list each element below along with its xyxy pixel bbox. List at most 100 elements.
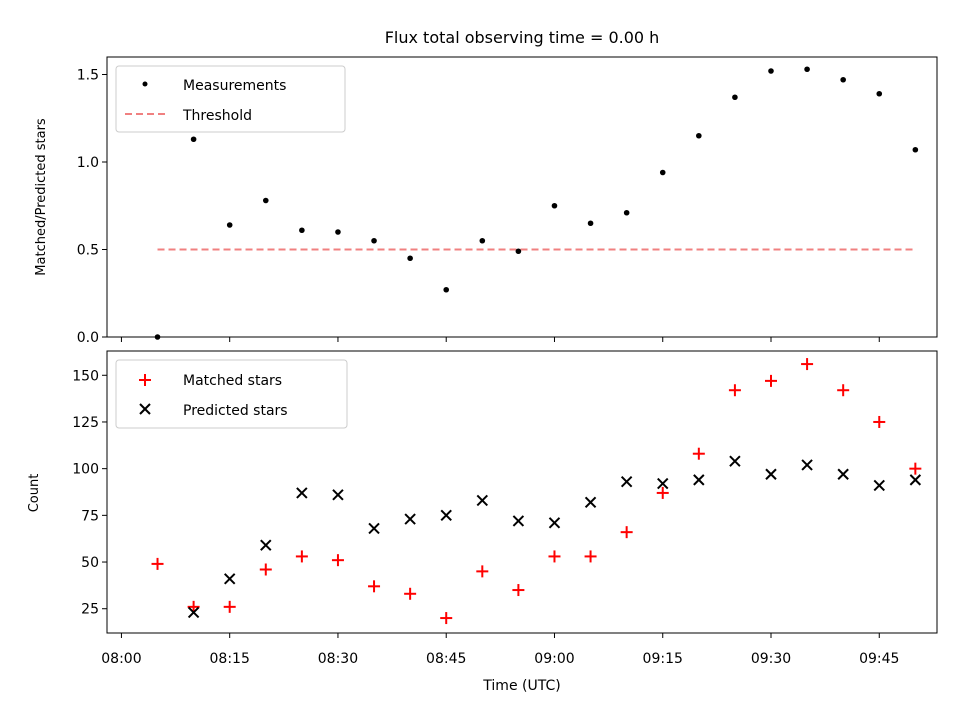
x-tick-label: 09:15 xyxy=(643,651,683,667)
bottom-axes-frame xyxy=(106,350,938,634)
measurement-point xyxy=(479,237,486,244)
matched-star-point xyxy=(187,600,200,613)
matched-star-point xyxy=(259,563,272,576)
predicted-star-point xyxy=(548,517,561,529)
predicted-star-point xyxy=(187,606,200,619)
x-tick-label: 09:45 xyxy=(859,651,899,667)
predicted-star-point xyxy=(296,487,308,499)
top-y-tick-label: 1.0 xyxy=(77,155,99,171)
bottom-y-axis-label: Count xyxy=(27,474,42,513)
measurement-point xyxy=(226,222,233,228)
matched-star-point xyxy=(620,526,633,539)
predicted-star-point xyxy=(584,496,597,508)
measurement-point xyxy=(623,209,630,216)
predicted-star-point xyxy=(657,477,669,490)
bottom-y-tick-label: 50 xyxy=(81,555,99,571)
measurement-point xyxy=(407,255,413,262)
x-tick-label: 08:30 xyxy=(318,651,358,667)
measurement-point xyxy=(262,197,269,204)
predicted-star-point xyxy=(368,522,380,535)
predicted-star-point xyxy=(620,476,633,488)
matched-star-point xyxy=(728,384,741,397)
top-panel: Flux total observing time = 0.00 h Match… xyxy=(34,28,938,346)
legend-dot-icon xyxy=(142,81,148,87)
x-axis-label: Time (UTC) xyxy=(482,678,560,694)
top-y-axis-label: Matched/Predicted stars xyxy=(34,118,49,276)
top-legend-box xyxy=(115,65,346,133)
predicted-star-point xyxy=(332,489,344,501)
bottom-y-tick-label: 25 xyxy=(81,602,99,618)
matched-star-point xyxy=(873,415,886,428)
matched-star-point xyxy=(837,384,850,397)
top-axis-ticks: 0.0 0.5 1.0 1.5 xyxy=(77,68,880,346)
top-axes-frame xyxy=(106,56,938,338)
predicted-star-point xyxy=(223,573,236,585)
top-y-tick-label: 1.5 xyxy=(77,68,99,84)
predicted-star-point xyxy=(260,539,272,551)
matched-star-point xyxy=(223,600,236,613)
top-plot-marks xyxy=(154,66,919,340)
matched-star-point xyxy=(548,550,561,563)
matched-star-point xyxy=(440,612,453,625)
measurement-point xyxy=(551,202,558,209)
top-legend: Measurements Threshold xyxy=(115,65,346,133)
matched-star-point xyxy=(801,358,814,371)
bottom-panel: Count Time (UTC) 25 50 75 100 125 150 08:00 08:… xyxy=(27,350,938,694)
legend-x-icon xyxy=(139,403,151,415)
bottom-y-tick-label: 125 xyxy=(72,415,99,431)
predicted-star-point xyxy=(693,474,705,486)
matched-star-point xyxy=(151,557,164,570)
measurement-point xyxy=(804,66,810,73)
measurement-point xyxy=(335,229,341,235)
predicted-star-point xyxy=(729,455,741,467)
measurement-point xyxy=(587,220,594,227)
predicted-star-point xyxy=(765,468,777,480)
x-tick-label: 09:30 xyxy=(751,651,791,667)
legend-plus-icon xyxy=(139,374,151,386)
predicted-star-point xyxy=(909,474,922,486)
bottom-axis-ticks: 25 50 75 100 125 150 08:00 08:15 08:30 08:45 09:00… xyxy=(72,368,899,667)
measurement-point xyxy=(190,136,197,143)
measurement-point xyxy=(876,90,883,97)
legend-label-matched: Matched stars xyxy=(183,373,282,389)
matched-star-point xyxy=(331,554,344,567)
predicted-star-point xyxy=(873,479,885,492)
legend-label-predicted: Predicted stars xyxy=(183,403,288,419)
legend-label-measurements: Measurements xyxy=(183,78,286,94)
predicted-star-point xyxy=(512,515,525,527)
matched-star-point xyxy=(909,462,922,475)
bottom-y-tick-label: 75 xyxy=(81,508,99,524)
measurement-point xyxy=(371,237,377,244)
top-y-tick-label: 0.5 xyxy=(77,243,99,259)
predicted-star-point xyxy=(801,459,813,471)
measurement-point xyxy=(768,68,774,74)
top-y-tick-label: 0.0 xyxy=(77,330,99,346)
x-tick-label: 08:00 xyxy=(101,651,141,667)
measurement-point xyxy=(659,169,666,176)
measurement-point xyxy=(299,227,305,234)
bottom-y-tick-label: 100 xyxy=(72,462,99,478)
matched-star-point xyxy=(656,486,669,499)
x-tick-label: 08:45 xyxy=(426,651,466,667)
measurement-point xyxy=(515,248,522,255)
matched-star-point xyxy=(584,550,597,563)
measurement-point xyxy=(732,94,738,101)
matched-star-point xyxy=(368,580,381,593)
matched-star-point xyxy=(692,447,705,460)
legend-label-threshold: Threshold xyxy=(182,108,252,124)
matched-star-point xyxy=(512,584,525,597)
matched-star-point xyxy=(765,374,777,387)
x-tick-label: 08:15 xyxy=(210,651,250,667)
bottom-legend: Matched stars Predicted stars xyxy=(115,359,348,429)
matched-star-point xyxy=(404,587,417,600)
matched-star-point xyxy=(295,550,308,563)
matched-star-point xyxy=(476,565,489,578)
measurement-point xyxy=(840,76,846,83)
measurement-point xyxy=(443,286,450,293)
x-tick-label: 09:00 xyxy=(534,651,574,667)
bottom-plot-marks xyxy=(151,358,922,625)
measurement-point xyxy=(912,146,919,153)
chart-title: Flux total observing time = 0.00 h xyxy=(385,28,660,47)
measurement-point xyxy=(696,132,702,139)
